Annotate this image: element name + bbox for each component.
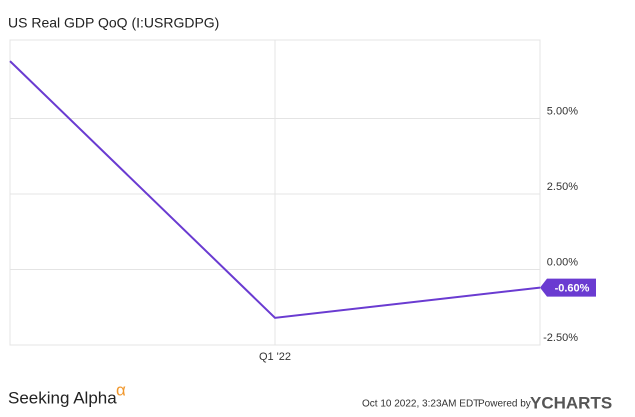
y-tick-label: 0.00% bbox=[547, 256, 578, 268]
brand: Seeking Alpha bbox=[8, 388, 117, 407]
y-tick-label: 2.50% bbox=[547, 181, 578, 193]
x-tick-label: Q1 '22 bbox=[259, 351, 291, 363]
y-tick-label: 5.00% bbox=[547, 105, 578, 117]
timestamp: Oct 10 2022, 3:23AM EDT. bbox=[362, 399, 481, 410]
provider-logo: YCHARTS bbox=[530, 393, 612, 412]
value-label: -0.60% bbox=[555, 283, 590, 295]
y-tick-label: -2.50% bbox=[543, 332, 578, 344]
line bbox=[9, 60, 541, 319]
brand-symbol: α bbox=[116, 380, 126, 399]
chart-title: US Real GDP QoQ (I:USRGDPG) bbox=[8, 15, 219, 31]
powered-by: Powered by bbox=[478, 399, 531, 410]
value-label-bg bbox=[540, 278, 596, 297]
